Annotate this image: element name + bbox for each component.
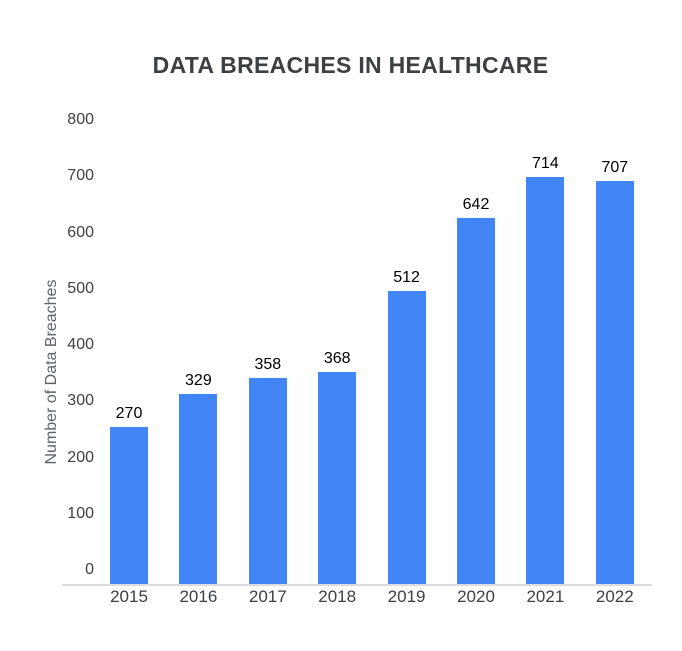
y-tick-label: 300 [67, 392, 94, 410]
bar [457, 217, 495, 584]
x-axis-line [62, 584, 652, 586]
y-tick-label: 400 [67, 336, 94, 353]
bar [526, 177, 565, 584]
y-tick-label: 500 [67, 279, 94, 297]
y-tick-label: 0 [85, 561, 94, 578]
y-tick-label: 100 [67, 504, 94, 522]
x-tick-label: 2016 [179, 587, 218, 606]
y-tick-label: 800 [67, 111, 94, 128]
bar [387, 291, 426, 584]
bar [110, 427, 148, 584]
bar [318, 372, 357, 584]
y-axis-title: Number of Data Breaches [43, 279, 60, 465]
bar-value-label: 368 [323, 350, 351, 367]
bar-value-label: 707 [601, 159, 629, 177]
x-tick-label: 2015 [110, 587, 148, 606]
x-tick-label: 2021 [526, 587, 565, 606]
bar-value-label: 358 [254, 355, 282, 373]
x-tick-label: 2022 [595, 587, 634, 606]
bar-value-label: 512 [393, 269, 420, 286]
x-tick-label: 2018 [318, 587, 357, 606]
bar-value-label: 714 [532, 155, 559, 173]
bar-value-label: 329 [185, 371, 212, 389]
bar [179, 393, 218, 584]
bar [595, 181, 634, 584]
bar [248, 377, 287, 584]
x-tick-label: 2020 [457, 587, 495, 606]
y-tick-label: 700 [67, 167, 94, 185]
bar-value-label: 270 [115, 405, 143, 423]
y-tick-label: 600 [67, 223, 94, 241]
bar-value-label: 642 [462, 195, 490, 213]
x-tick-label: 2019 [387, 587, 426, 606]
chart-title: DATA BREACHES IN HEALTHCARE [152, 52, 549, 78]
x-tick-label: 2017 [248, 587, 287, 606]
y-tick-label: 200 [67, 448, 94, 466]
